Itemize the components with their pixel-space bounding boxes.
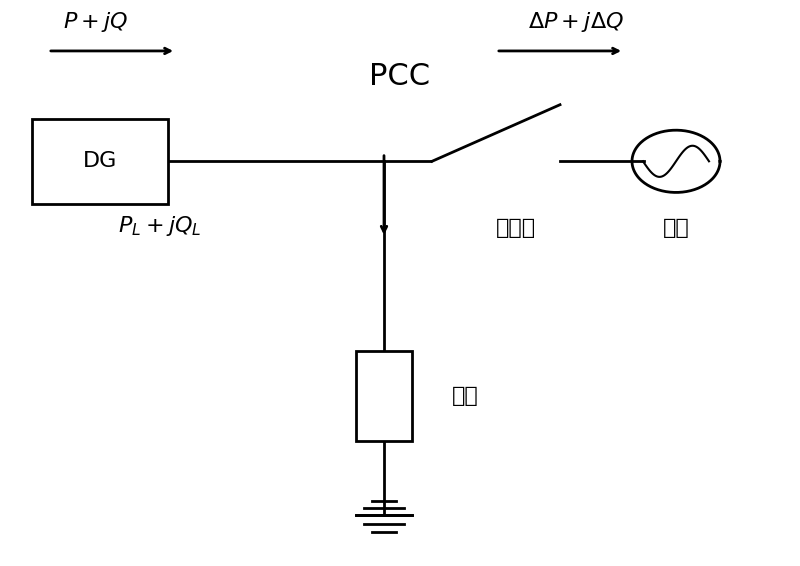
Text: 负荷: 负荷 [452,386,478,406]
Text: DG: DG [83,151,117,171]
Text: $P_L + jQ_L$: $P_L + jQ_L$ [118,215,202,238]
Text: $\Delta P + j\Delta Q$: $\Delta P + j\Delta Q$ [528,10,624,34]
Bar [356,351,412,441]
Bar [32,119,168,204]
Text: $P + jQ$: $P + jQ$ [63,10,129,34]
Text: PCC: PCC [370,62,430,91]
Text: 系统: 系统 [662,218,690,238]
Text: 断路器: 断路器 [496,218,536,238]
